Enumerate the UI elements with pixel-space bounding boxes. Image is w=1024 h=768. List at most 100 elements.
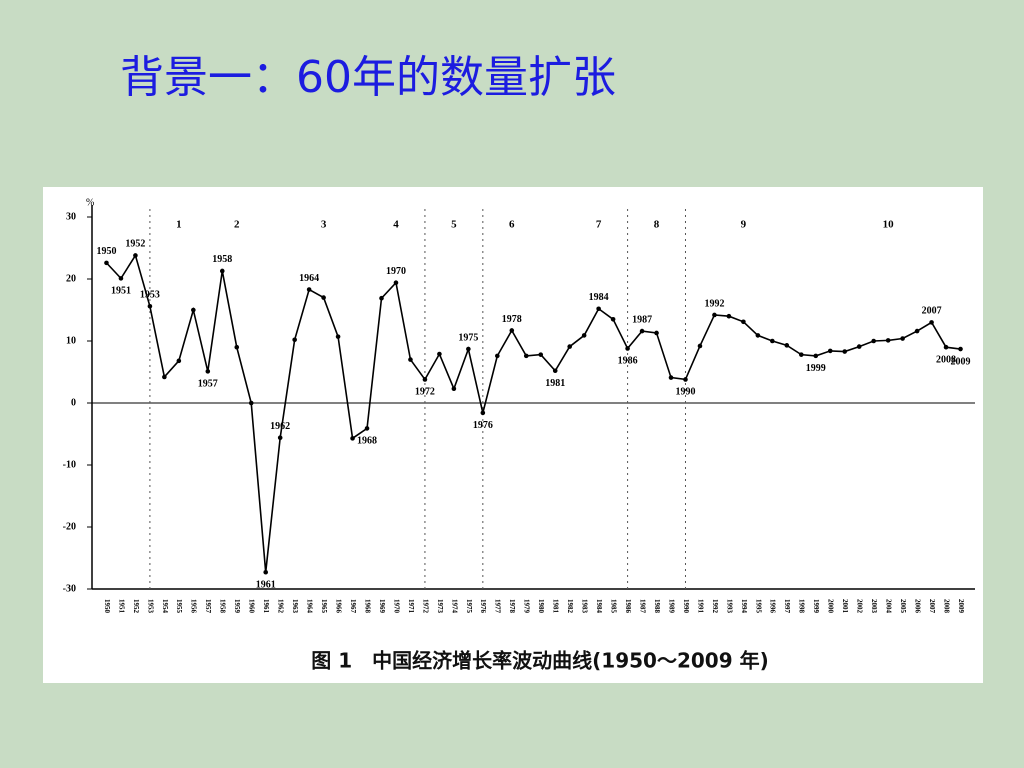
x-tick-label: 1996 [769, 599, 777, 614]
point-annotation: 1970 [386, 266, 406, 277]
data-point [552, 368, 558, 374]
x-tick-label: 2005 [899, 599, 907, 614]
point-annotation: 1957 [198, 379, 218, 390]
period-label: 5 [451, 219, 457, 231]
data-point [784, 343, 790, 348]
x-tick-label: 1967 [349, 599, 357, 614]
data-point [104, 260, 109, 266]
data-point [408, 357, 413, 362]
slide-title: 背景一：60年的数量扩张 [120, 52, 616, 103]
data-point [162, 374, 167, 380]
point-annotation: 1987 [632, 314, 652, 325]
data-point [697, 343, 703, 349]
x-tick-label: 1952 [132, 599, 140, 614]
period-label: 2 [234, 219, 240, 231]
y-tick-label: 30 [66, 211, 76, 222]
period-label: 3 [321, 219, 327, 231]
data-line [105, 253, 961, 573]
x-tick-label: 1975 [465, 599, 473, 614]
point-annotation: 1962 [270, 421, 290, 432]
point-annotation: 1978 [502, 314, 522, 325]
x-tick-label: 1991 [696, 599, 704, 614]
data-point [581, 333, 587, 338]
data-point [234, 344, 240, 350]
x-tick-label: 1985 [610, 599, 618, 614]
data-point [798, 352, 804, 357]
point-annotation: 1981 [545, 378, 565, 389]
data-point [755, 333, 761, 338]
point-annotation: 1961 [256, 580, 276, 591]
y-tick-label: 10 [66, 335, 76, 346]
data-point [147, 303, 153, 309]
period-label: 7 [596, 219, 602, 231]
data-point [219, 268, 225, 274]
data-point [509, 328, 515, 333]
data-point [538, 352, 544, 357]
data-point [827, 348, 833, 354]
y-tick-label: -20 [63, 521, 76, 532]
data-point [654, 330, 659, 336]
x-tick-label: 2006 [913, 599, 921, 614]
x-tick-label: 1966 [334, 599, 342, 614]
data-point [133, 253, 138, 258]
x-tick-label: 1956 [190, 599, 198, 614]
y-tick-label: 0 [71, 397, 76, 408]
x-tick-label: 1973 [436, 599, 444, 614]
data-point [306, 287, 312, 292]
point-annotation: 1975 [458, 332, 478, 343]
data-point [712, 312, 717, 318]
x-tick-label: 2000 [827, 599, 835, 614]
x-tick-label: 2003 [870, 599, 878, 614]
x-tick-label: 1990 [682, 599, 690, 614]
data-point [610, 317, 616, 322]
data-point [770, 338, 775, 344]
x-tick-label: 1993 [725, 599, 733, 614]
x-tick-label: 1992 [711, 599, 719, 614]
x-tick-label: 1987 [638, 599, 646, 614]
data-point [958, 346, 963, 352]
point-annotation: 1951 [111, 286, 131, 297]
data-point [191, 307, 196, 313]
data-point [683, 377, 688, 382]
x-tick-label: 2008 [942, 599, 950, 614]
data-point [943, 344, 949, 350]
data-point [422, 377, 428, 382]
x-tick-label: 1954 [161, 599, 169, 614]
data-point [668, 375, 674, 380]
x-tick-label: 1994 [740, 599, 748, 614]
x-tick-label: 1995 [754, 599, 762, 614]
point-annotation: 1992 [704, 298, 724, 309]
data-point [480, 410, 486, 416]
x-tick-label: 2007 [928, 599, 936, 614]
point-annotation: 1968 [357, 436, 377, 447]
y-tick-label: -10 [63, 459, 76, 470]
x-tick-label: 1977 [494, 599, 502, 614]
data-point [118, 276, 124, 281]
data-point [523, 353, 529, 359]
x-tick-label: 2009 [957, 599, 965, 614]
x-tick-label: 1968 [363, 599, 371, 614]
x-tick-label: 1998 [798, 599, 806, 614]
data-point [885, 338, 891, 343]
data-point [205, 369, 211, 374]
data-point [176, 358, 182, 364]
period-label: 1 [176, 219, 182, 231]
chart-caption: 图 1 中国经济增长率波动曲线(1950～2009 年) [311, 649, 768, 673]
x-tick-label: 1982 [566, 599, 574, 614]
data-point [248, 400, 254, 406]
point-annotation: 1986 [618, 356, 638, 367]
x-tick-label: 1988 [653, 599, 661, 614]
point-annotation: 1952 [125, 239, 145, 250]
chart-frame [43, 187, 983, 683]
x-tick-label: 1997 [783, 599, 791, 614]
y-tick-label: 20 [66, 273, 76, 284]
data-point [335, 334, 341, 339]
point-annotation: 2009 [951, 356, 971, 367]
x-tick-label: 1999 [812, 599, 820, 614]
data-point [856, 344, 862, 349]
point-annotation: 1958 [212, 254, 232, 265]
period-label: 8 [654, 219, 660, 231]
data-point [813, 353, 819, 359]
x-tick-label: 1989 [667, 599, 675, 614]
